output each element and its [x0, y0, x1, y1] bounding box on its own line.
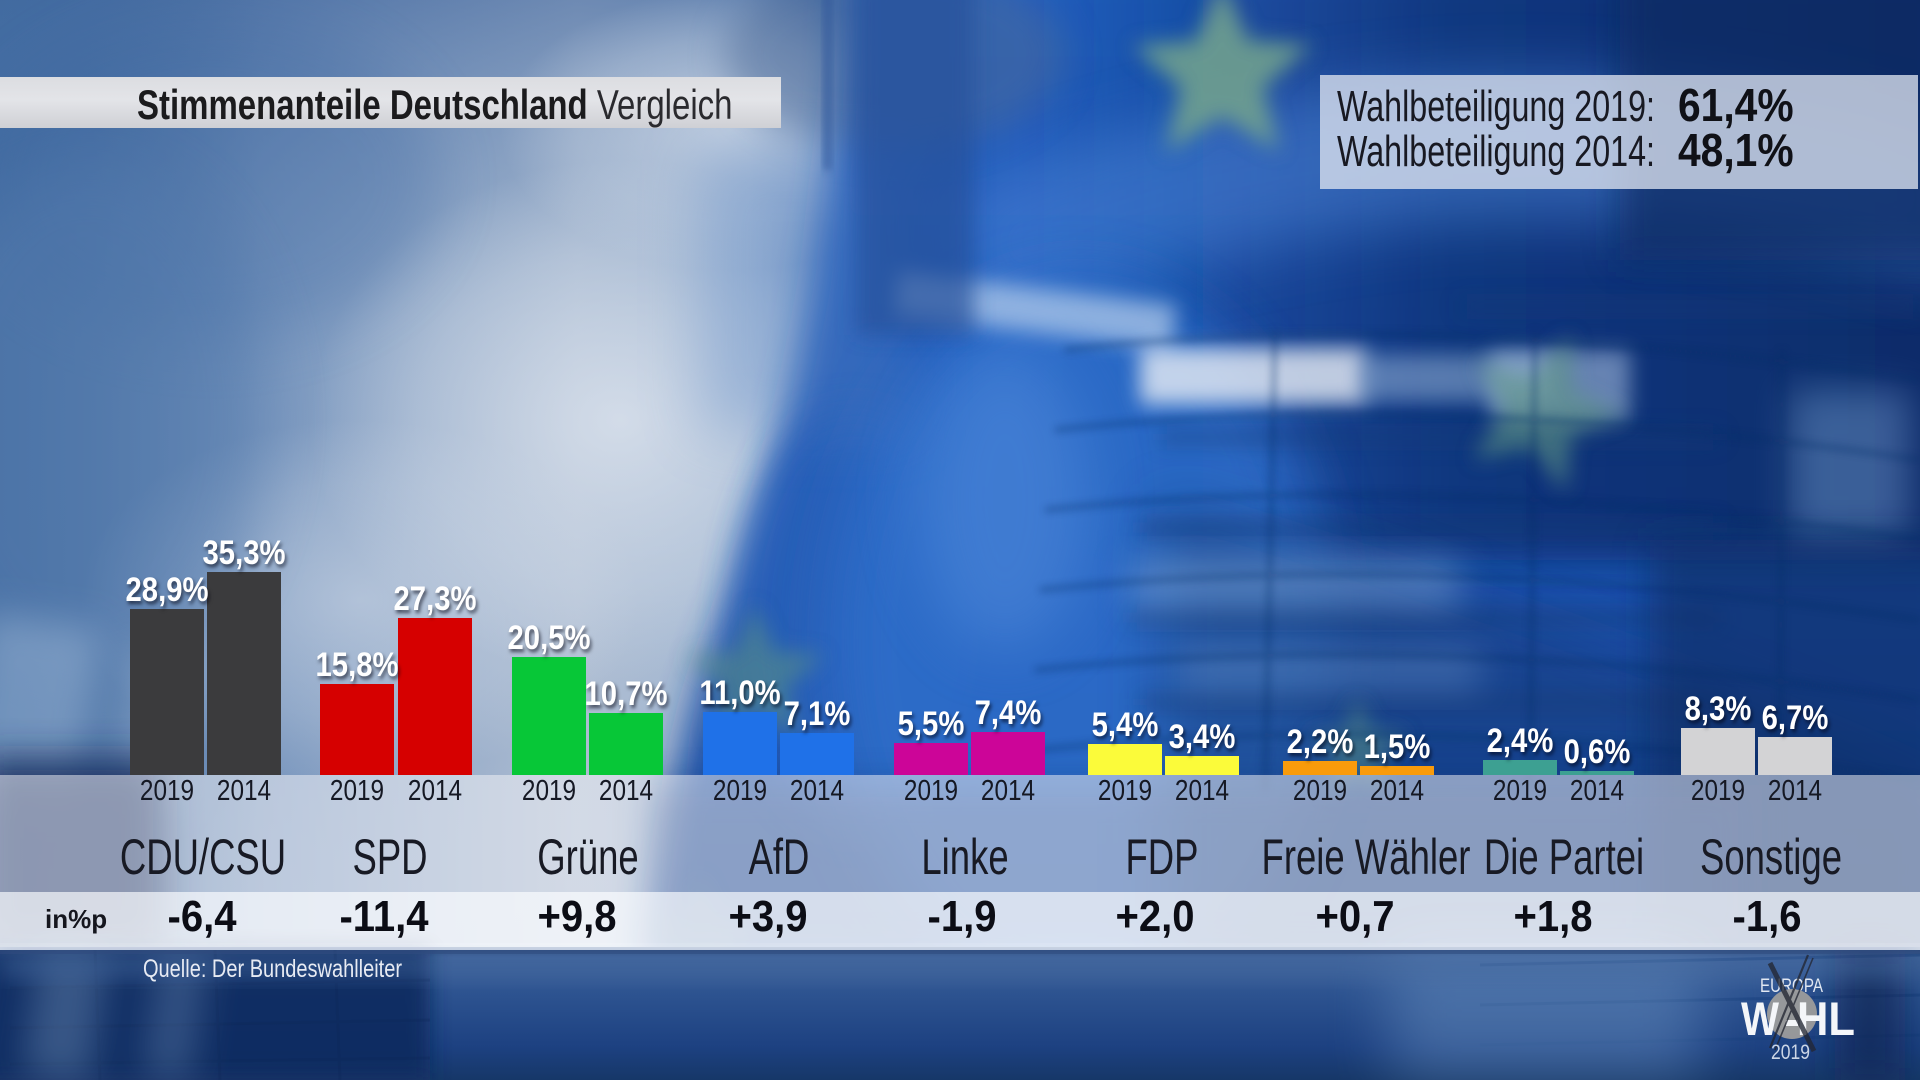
svg-text:W: W	[1741, 992, 1780, 1045]
svg-text:EUROPA: EUROPA	[1760, 976, 1823, 997]
svg-text:2019: 2019	[1771, 1041, 1810, 1064]
